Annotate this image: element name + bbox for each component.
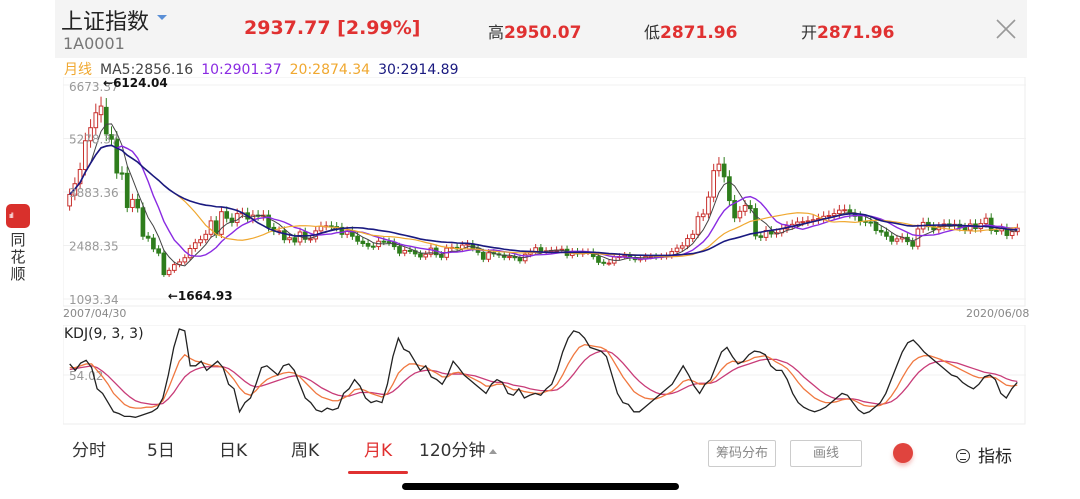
tab-weekly-k[interactable]: 周K — [291, 441, 320, 461]
tab-intraday[interactable]: 分时 — [72, 441, 106, 461]
high-stat: 高2950.07 — [488, 19, 581, 43]
home-indicator — [402, 483, 679, 490]
tab-120min[interactable]: 120分钟 — [419, 436, 498, 461]
change-percent: [2.99%] — [337, 17, 421, 39]
stock-code: 1A0001 — [63, 34, 125, 53]
ma5-value: MA5:2856.16 — [100, 62, 194, 78]
tab-5day[interactable]: 5日 — [147, 441, 175, 461]
svg-text:←6124.04: ←6124.04 — [103, 77, 168, 90]
dropdown-caret-icon[interactable] — [157, 15, 167, 20]
kdj-label: KDJ(9, 3, 3) — [64, 326, 144, 342]
svg-text:2488.35: 2488.35 — [69, 240, 119, 254]
low-stat: 低2871.96 — [644, 19, 737, 43]
caret-up-icon — [489, 448, 498, 454]
app-name-2: 花 — [10, 248, 26, 266]
app-name-3: 顺 — [10, 265, 26, 283]
candlestick-chart[interactable]: 6673.37 5278.37 3883.36 2488.35 1093.34 ←6124… — [63, 77, 1026, 307]
indicator-button[interactable]: 指标 — [956, 442, 1012, 467]
end-date: 2020/06/08 — [966, 307, 1030, 320]
svg-text:5278.37: 5278.37 — [69, 133, 119, 147]
active-tab-underline — [348, 471, 408, 474]
price-value: 2937.77 — [244, 17, 331, 39]
current-price: 2937.77 [2.99%] — [244, 17, 420, 39]
quote-header: 上证指数 1A0001 2937.77 [2.99%] 高2950.07 低28… — [55, 0, 1027, 58]
tab-daily-k[interactable]: 日K — [219, 441, 248, 461]
period-label: 月线 — [64, 62, 92, 78]
chip-distribution-button[interactable]: 筹码分布 — [708, 440, 776, 467]
svg-text:6673.37: 6673.37 — [69, 80, 119, 94]
tab-120min-label: 120分钟 — [419, 441, 486, 461]
start-date: 2007/04/30 — [63, 307, 127, 320]
svg-text:1093.34: 1093.34 — [69, 293, 119, 307]
kdj-chart[interactable]: 54.02 — [63, 325, 1026, 425]
draw-line-button[interactable]: 画线 — [790, 440, 862, 467]
open-stat: 开2871.96 — [801, 19, 894, 43]
open-value: 2871.96 — [817, 23, 895, 43]
low-value: 2871.96 — [660, 23, 738, 43]
svg-text:3883.36: 3883.36 — [69, 186, 119, 200]
open-label: 开 — [801, 23, 818, 42]
indicator-icon — [956, 449, 970, 463]
high-label: 高 — [488, 23, 505, 42]
app-name-1: 同 — [10, 231, 26, 249]
ma30-value: 30:2914.89 — [378, 62, 459, 78]
svg-text:←1664.93: ←1664.93 — [168, 289, 233, 303]
side-app-badge[interactable]: ııll 同 花 顺 — [4, 204, 32, 283]
low-label: 低 — [644, 23, 661, 42]
record-button[interactable] — [893, 443, 913, 463]
tab-monthly-k[interactable]: 月K — [364, 441, 393, 461]
indicator-label: 指标 — [978, 447, 1012, 467]
app-logo-icon: ııll — [6, 204, 30, 228]
ma20-value: 20:2874.34 — [289, 62, 371, 78]
stock-title[interactable]: 上证指数 — [61, 10, 150, 35]
high-value: 2950.07 — [504, 23, 582, 43]
close-icon[interactable] — [995, 18, 1017, 40]
ma-legend: 月线 MA5:2856.16 10:2901.37 20:2874.34 30:2914… — [64, 59, 467, 79]
ma10-value: 10:2901.37 — [201, 62, 282, 78]
